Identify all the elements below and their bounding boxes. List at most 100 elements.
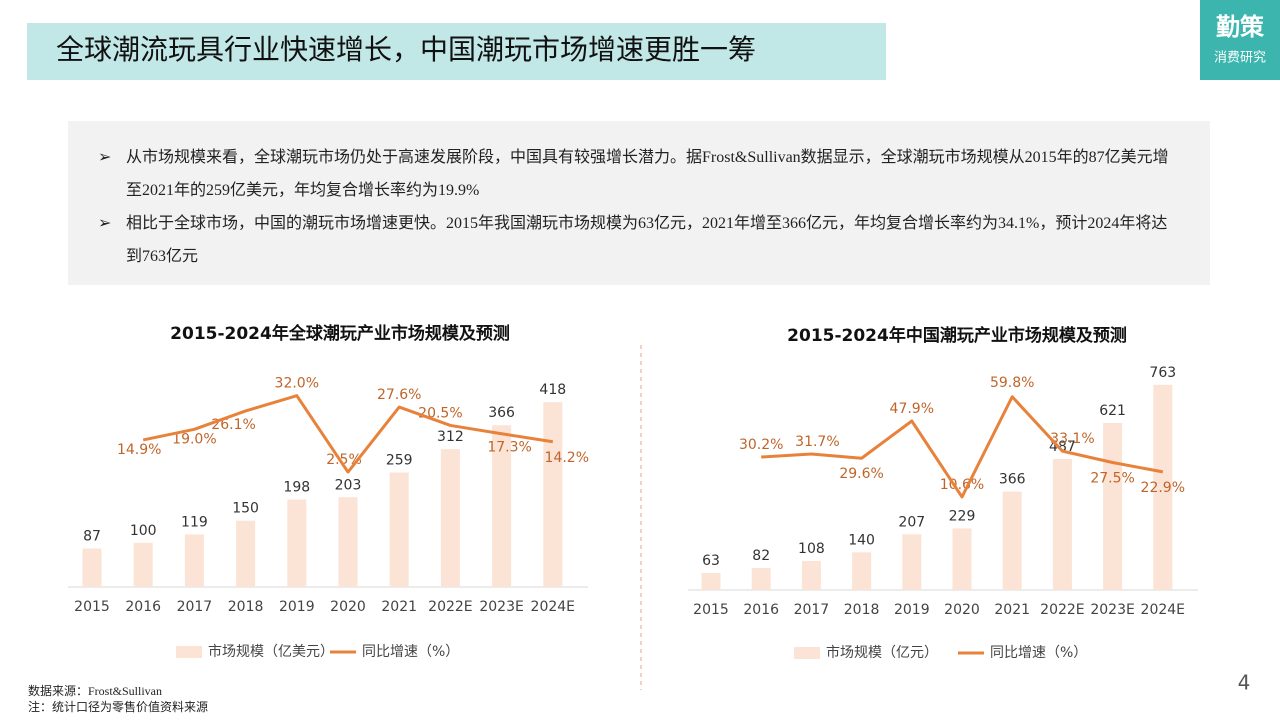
bar-label: 366 — [488, 405, 515, 421]
bar-label: 119 — [181, 514, 208, 530]
page-number: 4 — [1238, 671, 1251, 695]
line-label: 20.5% — [418, 405, 462, 421]
bar-label: 140 — [848, 532, 875, 548]
x-tick-label: 2023E — [479, 599, 523, 615]
line-label: 29.6% — [839, 466, 883, 482]
bullet: ➢ 从市场规模来看，全球潮玩市场仍处于高速发展阶段，中国具有较强增长潜力。据Fro… — [98, 149, 1169, 199]
bar — [287, 499, 307, 587]
bar-label: 150 — [232, 501, 259, 517]
bar — [952, 528, 972, 590]
line-label: 31.7% — [795, 434, 839, 450]
bar — [801, 560, 821, 590]
legend-label: 市场规模（亿美元） — [208, 643, 334, 660]
bar — [184, 534, 204, 587]
bar — [1153, 384, 1173, 590]
x-tick-label: 2020 — [330, 599, 366, 615]
bar-label: 82 — [752, 548, 770, 564]
bar-label: 100 — [130, 523, 157, 539]
x-tick-label: 2021 — [994, 602, 1030, 618]
legend-label: 市场规模（亿元） — [826, 644, 938, 661]
bar — [751, 567, 771, 590]
bar — [1002, 491, 1022, 590]
bullet-text: 相比于全球市场，中国的潮玩市场增速更快。2015年我国潮玩市场规模为63亿元，2… — [126, 215, 1168, 265]
line-label: 22.9% — [1141, 480, 1185, 496]
logo-top: 勤策 — [1216, 13, 1265, 41]
x-tick-label: 2016 — [125, 599, 161, 615]
line-label: 27.5% — [1090, 471, 1134, 487]
bullet: ➢ 相比于全球市场，中国的潮玩市场增速更快。2015年我国潮玩市场规模为63亿元，… — [98, 215, 1168, 265]
x-tick-label: 2015 — [74, 599, 110, 615]
bar — [1052, 459, 1072, 590]
x-tick-label: 2019 — [279, 599, 315, 615]
bar-label: 312 — [437, 429, 464, 445]
line-label: 14.9% — [117, 442, 161, 458]
title-bar — [27, 23, 886, 80]
bar-label: 207 — [898, 514, 925, 530]
bar — [1103, 423, 1123, 590]
bar — [492, 425, 512, 587]
chart-title: 2015-2024年中国潮玩产业市场规模及预测 — [787, 325, 1127, 346]
bullet-box: ➢ 从市场规模来看，全球潮玩市场仍处于高速发展阶段，中国具有较强增长潜力。据Fro… — [68, 121, 1210, 285]
line-label: 30.2% — [739, 437, 783, 453]
line-label: 59.8% — [990, 375, 1034, 391]
bar — [543, 402, 563, 587]
bar-label: 203 — [335, 477, 362, 493]
bar — [133, 542, 153, 587]
line-label: 19.0% — [172, 431, 216, 447]
x-tick-label: 2024E — [531, 599, 575, 615]
line-label: 47.9% — [890, 401, 934, 417]
x-tick-label: 2017 — [177, 599, 213, 615]
bar-label: 87 — [83, 529, 101, 545]
bar — [701, 573, 721, 590]
logo-bottom: 消费研究 — [1214, 51, 1266, 66]
line-label: 10.6% — [940, 477, 984, 493]
bar-label: 198 — [283, 479, 310, 495]
line-label: 33.1% — [1050, 431, 1094, 447]
bar — [902, 534, 922, 590]
bar-label: 418 — [539, 382, 566, 398]
x-tick-label: 2023E — [1090, 602, 1134, 618]
x-tick-label: 2016 — [743, 602, 779, 618]
bullet-text: 从市场规模来看，全球潮玩市场仍处于高速发展阶段，中国具有较强增长潜力。据Fros… — [126, 149, 1169, 199]
line-label: 26.1% — [211, 417, 255, 433]
slide-title: 全球潮流玩具行业快速增长，中国潮玩市场增速更胜一筹 — [56, 33, 756, 66]
legend-swatch — [794, 647, 820, 659]
chart-title: 2015-2024年全球潮玩产业市场规模及预测 — [170, 323, 510, 344]
x-tick-label: 2018 — [844, 602, 880, 618]
x-tick-label: 2024E — [1141, 602, 1185, 618]
bar — [338, 497, 358, 587]
line — [142, 394, 554, 474]
bar — [82, 548, 102, 587]
bar — [236, 520, 256, 587]
x-tick-label: 2021 — [381, 599, 417, 615]
bar — [440, 449, 460, 587]
x-tick-label: 2020 — [944, 602, 980, 618]
x-tick-label: 2022E — [1040, 602, 1084, 618]
line-label: 32.0% — [275, 376, 319, 392]
legend-swatch — [176, 646, 202, 658]
source: 数据来源：Frost&Sullivan — [28, 684, 163, 698]
bar-label: 366 — [999, 472, 1026, 488]
line-label: 27.6% — [377, 387, 421, 403]
line-label: 17.3% — [487, 440, 531, 456]
legend-label: 同比增速（%） — [990, 645, 1087, 661]
bar-label: 621 — [1099, 403, 1126, 419]
x-tick-label: 2018 — [228, 599, 264, 615]
bar-label: 259 — [386, 453, 413, 469]
bar-label: 229 — [949, 508, 976, 524]
line-label: 14.2% — [545, 450, 589, 466]
legend-label: 同比增速（%） — [362, 644, 459, 660]
note: 注：统计口径为零售价值资料来源 — [28, 700, 209, 714]
bar-label: 763 — [1149, 365, 1176, 381]
x-tick-label: 2015 — [693, 602, 729, 618]
line — [761, 395, 1164, 499]
bar — [389, 472, 409, 587]
x-tick-label: 2019 — [894, 602, 930, 618]
bar-label: 63 — [702, 553, 720, 569]
x-tick-label: 2017 — [794, 602, 830, 618]
bar-label: 108 — [798, 541, 825, 557]
logo — [1200, 0, 1280, 80]
bar — [852, 552, 872, 590]
